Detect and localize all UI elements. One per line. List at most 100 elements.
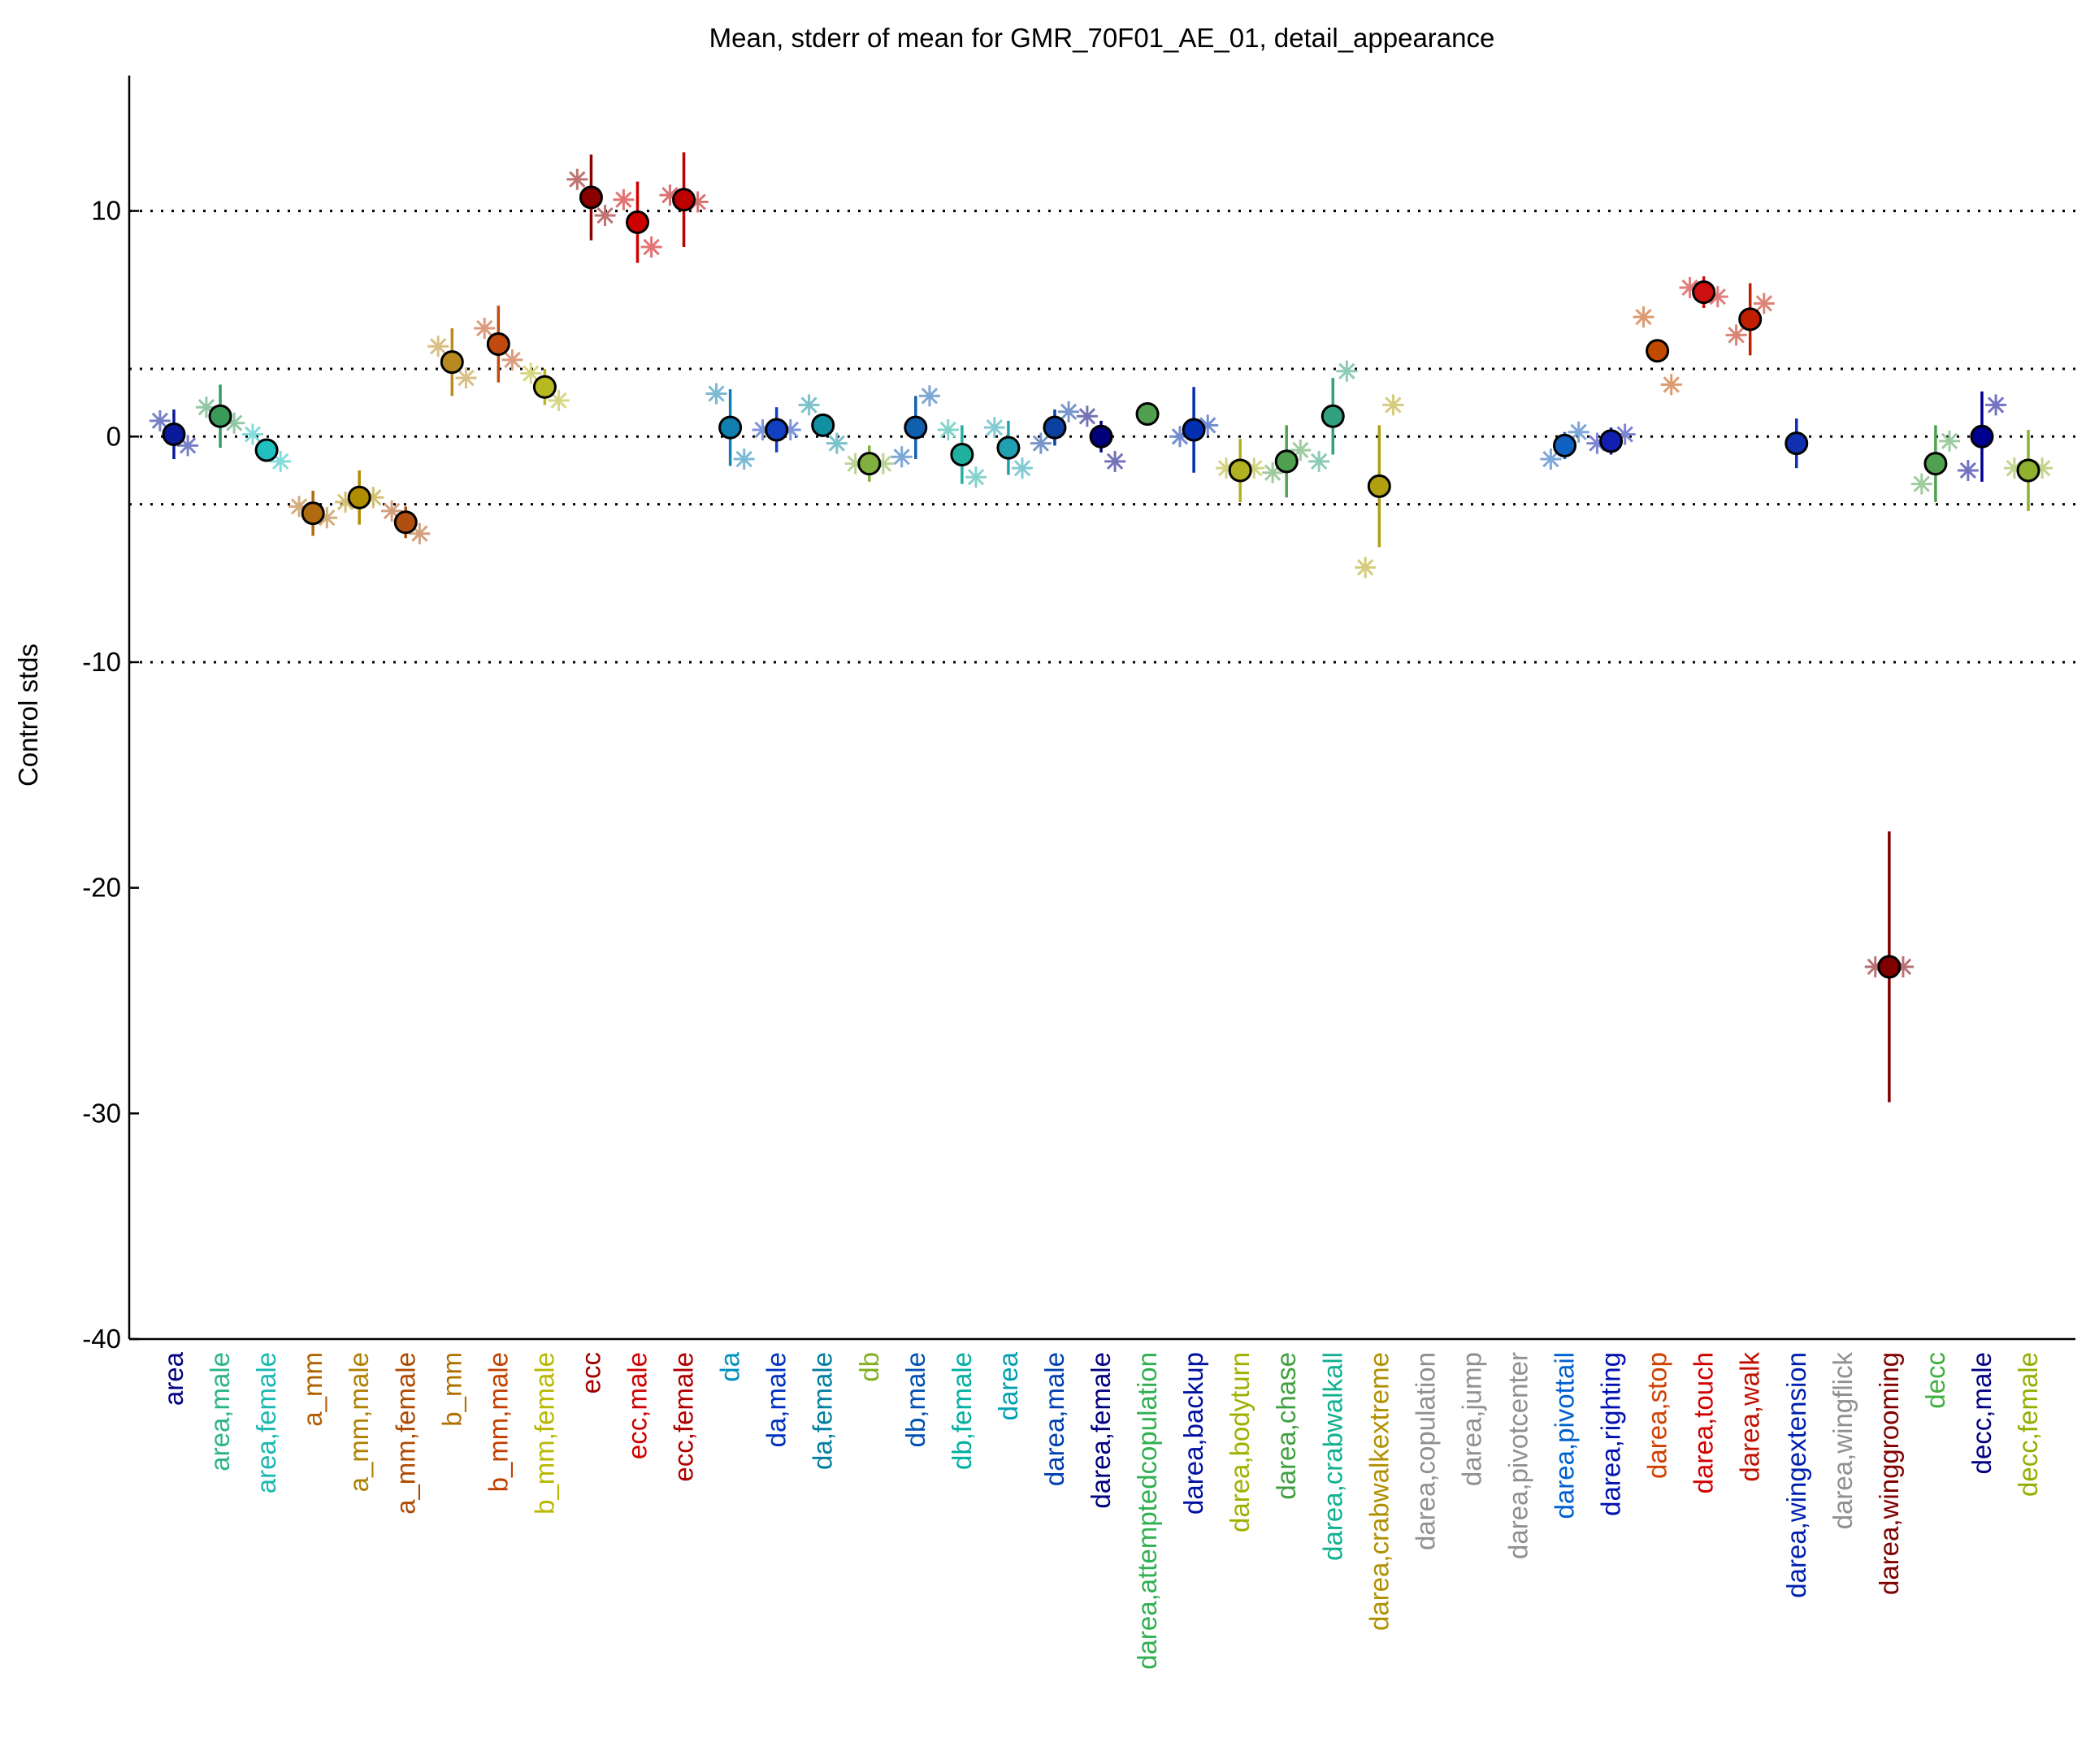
asterisk <box>177 435 199 457</box>
asterisk <box>1012 457 1034 479</box>
asterisk <box>548 389 570 411</box>
x-tick-label: darea,righting <box>1596 1352 1626 1516</box>
asterisk <box>891 446 913 468</box>
asterisk <box>288 496 310 518</box>
x-tick-label: darea <box>993 1351 1023 1420</box>
asterisk <box>149 410 171 431</box>
asterisk <box>1104 450 1126 472</box>
mean-marker <box>996 436 1021 460</box>
mean-marker <box>579 185 603 210</box>
asterisk <box>1540 449 1562 470</box>
asterisk <box>381 500 403 522</box>
mean-marker <box>811 413 835 437</box>
asterisk <box>705 383 727 405</box>
mean-marker <box>1785 431 1809 456</box>
asterisk <box>362 487 384 509</box>
y-tick-label: -10 <box>82 647 121 677</box>
mean-marker <box>1089 424 1113 449</box>
x-tick-label: decc,male <box>1967 1352 1997 1474</box>
x-tick-label: darea,touch <box>1689 1352 1719 1493</box>
asterisk <box>1290 439 1312 461</box>
mean-marker <box>393 510 418 535</box>
mean-marker <box>857 452 882 476</box>
x-tick-label: darea,attemptedcopulation <box>1132 1352 1162 1670</box>
x-tick-label: a_mm,female <box>390 1352 420 1515</box>
y-tick-label: -20 <box>82 873 121 903</box>
y-tick-label: -30 <box>82 1098 121 1128</box>
mean-marker <box>2016 458 2040 483</box>
asterisk <box>1985 394 2007 416</box>
x-tick-label: db,female <box>947 1352 977 1470</box>
mean-marker <box>1228 458 1252 483</box>
asterisk <box>733 449 755 470</box>
asterisk <box>1707 286 1728 308</box>
asterisk <box>1058 401 1080 423</box>
x-tick-label: darea,bodyturn <box>1225 1352 1255 1532</box>
mean-marker <box>1135 402 1160 427</box>
x-tick-label: darea,crabwalkall <box>1317 1352 1347 1561</box>
x-tick-label: darea,winggrooming <box>1874 1352 1904 1595</box>
mean-marker <box>254 438 279 462</box>
asterisk <box>1586 432 1608 454</box>
mean-marker <box>718 415 743 440</box>
asterisk <box>520 362 542 384</box>
mean-marker <box>1646 339 1670 363</box>
asterisk <box>1679 277 1701 299</box>
asterisk <box>1864 956 1886 977</box>
asterisk <box>1892 956 1914 977</box>
asterisk <box>1169 426 1190 448</box>
asterisk <box>687 191 709 213</box>
asterisk <box>409 522 431 544</box>
x-tick-label: darea,walk <box>1735 1352 1765 1482</box>
mean-marker <box>162 423 186 447</box>
asterisk <box>2003 457 2025 479</box>
asterisk <box>752 418 774 440</box>
mean-marker <box>1182 418 1206 442</box>
asterisk <box>501 349 523 371</box>
asterisk <box>1336 360 1358 382</box>
asterisk <box>1216 457 1238 479</box>
x-tick-label: ecc <box>575 1352 605 1393</box>
x-tick-label: darea,chase <box>1271 1352 1301 1500</box>
mean-marker <box>1738 307 1763 332</box>
x-tick-label: darea,pivottail <box>1550 1352 1580 1519</box>
x-tick-label: darea,male <box>1039 1352 1069 1486</box>
x-tick-label: da,female <box>808 1352 838 1470</box>
asterisk <box>1197 414 1219 436</box>
x-tick-label: da,male <box>761 1352 791 1447</box>
mean-marker <box>765 418 789 442</box>
x-tick-label: a_mm,male <box>344 1352 374 1492</box>
asterisk <box>918 385 940 407</box>
asterisk <box>566 168 588 190</box>
mean-marker <box>1274 449 1299 474</box>
asterisk <box>779 418 801 440</box>
asterisk <box>640 236 662 258</box>
asterisk <box>1660 374 1682 396</box>
x-tick-label: decc,female <box>2013 1352 2043 1497</box>
x-tick-label: area,male <box>205 1352 235 1471</box>
asterisk <box>1614 423 1636 445</box>
mean-marker <box>301 501 325 526</box>
x-tick-label: darea,stop <box>1642 1352 1672 1479</box>
mean-marker <box>1367 474 1391 498</box>
x-tick-label: darea,backup <box>1178 1352 1208 1515</box>
mean-marker <box>904 415 928 440</box>
x-tick-label: darea,copulation <box>1410 1352 1440 1550</box>
asterisk <box>316 507 338 529</box>
x-tick-label: db <box>854 1352 884 1382</box>
mean-marker <box>1692 280 1716 305</box>
asterisk <box>1030 432 1052 454</box>
x-tick-label: a_mm <box>297 1352 327 1427</box>
mean-marker <box>626 210 649 234</box>
mean-marker <box>1321 404 1345 428</box>
mean-marker <box>1970 424 1994 449</box>
x-tick-label: db,male <box>900 1352 930 1447</box>
x-tick-label: darea,wingextension <box>1781 1352 1811 1598</box>
asterisk <box>844 453 866 475</box>
asterisk <box>613 189 635 210</box>
y-tick-label: 0 <box>106 421 121 451</box>
mean-marker <box>347 485 371 509</box>
mean-marker <box>1553 433 1576 457</box>
y-tick-label: -40 <box>82 1324 121 1354</box>
